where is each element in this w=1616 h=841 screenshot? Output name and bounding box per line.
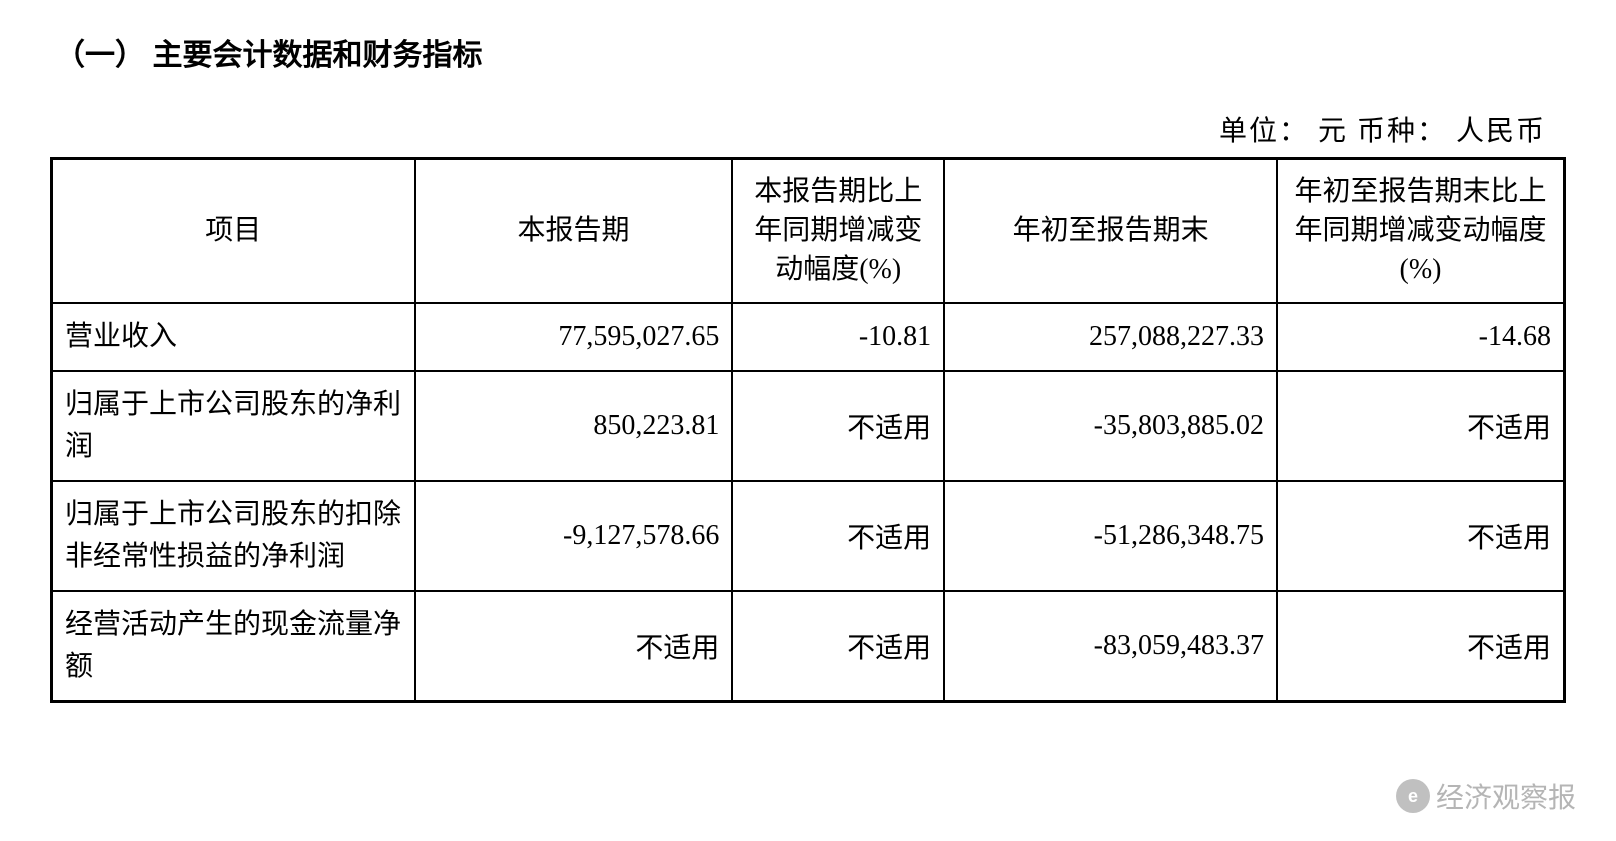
row-item-label: 归属于上市公司股东的扣除非经常性损益的净利润	[52, 481, 415, 591]
row-ytd-end: -51,286,348.75	[944, 481, 1277, 591]
row-current-period: 77,595,027.65	[415, 303, 733, 371]
row-item-label: 经营活动产生的现金流量净额	[52, 591, 415, 702]
row-item-label: 营业收入	[52, 303, 415, 371]
watermark-text: 经济观察报	[1436, 776, 1576, 816]
table-row: 经营活动产生的现金流量净额 不适用 不适用 -83,059,483.37 不适用	[52, 591, 1565, 702]
row-ytd-yoy-change: 不适用	[1277, 481, 1565, 591]
col-header-current-period: 本报告期	[415, 159, 733, 303]
row-item-label: 归属于上市公司股东的净利润	[52, 371, 415, 481]
row-ytd-yoy-change: -14.68	[1277, 303, 1565, 371]
row-current-period: 不适用	[415, 591, 733, 702]
row-yoy-change: 不适用	[732, 371, 944, 481]
source-watermark: e 经济观察报	[1396, 776, 1576, 816]
watermark-logo-icon: e	[1396, 779, 1430, 813]
row-current-period: -9,127,578.66	[415, 481, 733, 591]
table-row: 归属于上市公司股东的净利润 850,223.81 不适用 -35,803,885…	[52, 371, 1565, 481]
col-header-item: 项目	[52, 159, 415, 303]
row-ytd-yoy-change: 不适用	[1277, 591, 1565, 702]
col-header-ytd-yoy-change: 年初至报告期末比上年同期增减变动幅度(%)	[1277, 159, 1565, 303]
unit-currency-line: 单位： 元 币种： 人民币	[50, 109, 1566, 149]
row-ytd-end: 257,088,227.33	[944, 303, 1277, 371]
row-ytd-end: -35,803,885.02	[944, 371, 1277, 481]
row-current-period: 850,223.81	[415, 371, 733, 481]
table-header-row: 项目 本报告期 本报告期比上年同期增减变动幅度(%) 年初至报告期末 年初至报告…	[52, 159, 1565, 303]
col-header-ytd-end: 年初至报告期末	[944, 159, 1277, 303]
col-header-yoy-change: 本报告期比上年同期增减变动幅度(%)	[732, 159, 944, 303]
row-ytd-end: -83,059,483.37	[944, 591, 1277, 702]
section-title: （一） 主要会计数据和财务指标	[50, 30, 1566, 74]
row-ytd-yoy-change: 不适用	[1277, 371, 1565, 481]
table-row: 营业收入 77,595,027.65 -10.81 257,088,227.33…	[52, 303, 1565, 371]
financial-data-table: 项目 本报告期 本报告期比上年同期增减变动幅度(%) 年初至报告期末 年初至报告…	[50, 157, 1566, 703]
row-yoy-change: -10.81	[732, 303, 944, 371]
row-yoy-change: 不适用	[732, 481, 944, 591]
row-yoy-change: 不适用	[732, 591, 944, 702]
table-row: 归属于上市公司股东的扣除非经常性损益的净利润 -9,127,578.66 不适用…	[52, 481, 1565, 591]
